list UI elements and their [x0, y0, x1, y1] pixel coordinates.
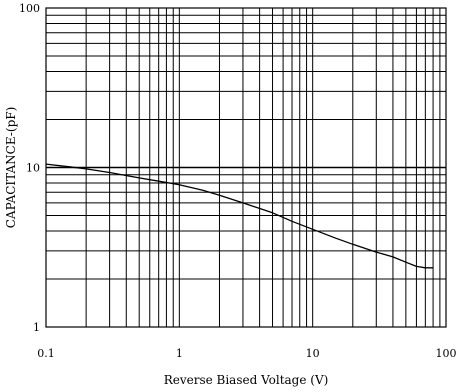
x-tick-label: 1 [176, 347, 183, 360]
tick-labels: 0.1 1 10 100 1 10 100 [19, 2, 457, 360]
y-tick-label: 10 [26, 162, 40, 175]
y-axis-title: CAPACITANCE-(pF) [4, 107, 18, 229]
y-tick-label: 100 [19, 2, 40, 15]
capacitance-curve [45, 163, 434, 269]
grid-lines [46, 8, 446, 327]
x-tick-label: 10 [306, 347, 320, 360]
x-tick-label: 100 [436, 347, 457, 360]
y-tick-label: 1 [33, 321, 40, 334]
series-layer [45, 163, 434, 269]
x-tick-label: 0.1 [37, 347, 55, 360]
x-axis-title: Reverse Biased Voltage (V) [164, 373, 329, 387]
plot-frame [45, 7, 447, 328]
